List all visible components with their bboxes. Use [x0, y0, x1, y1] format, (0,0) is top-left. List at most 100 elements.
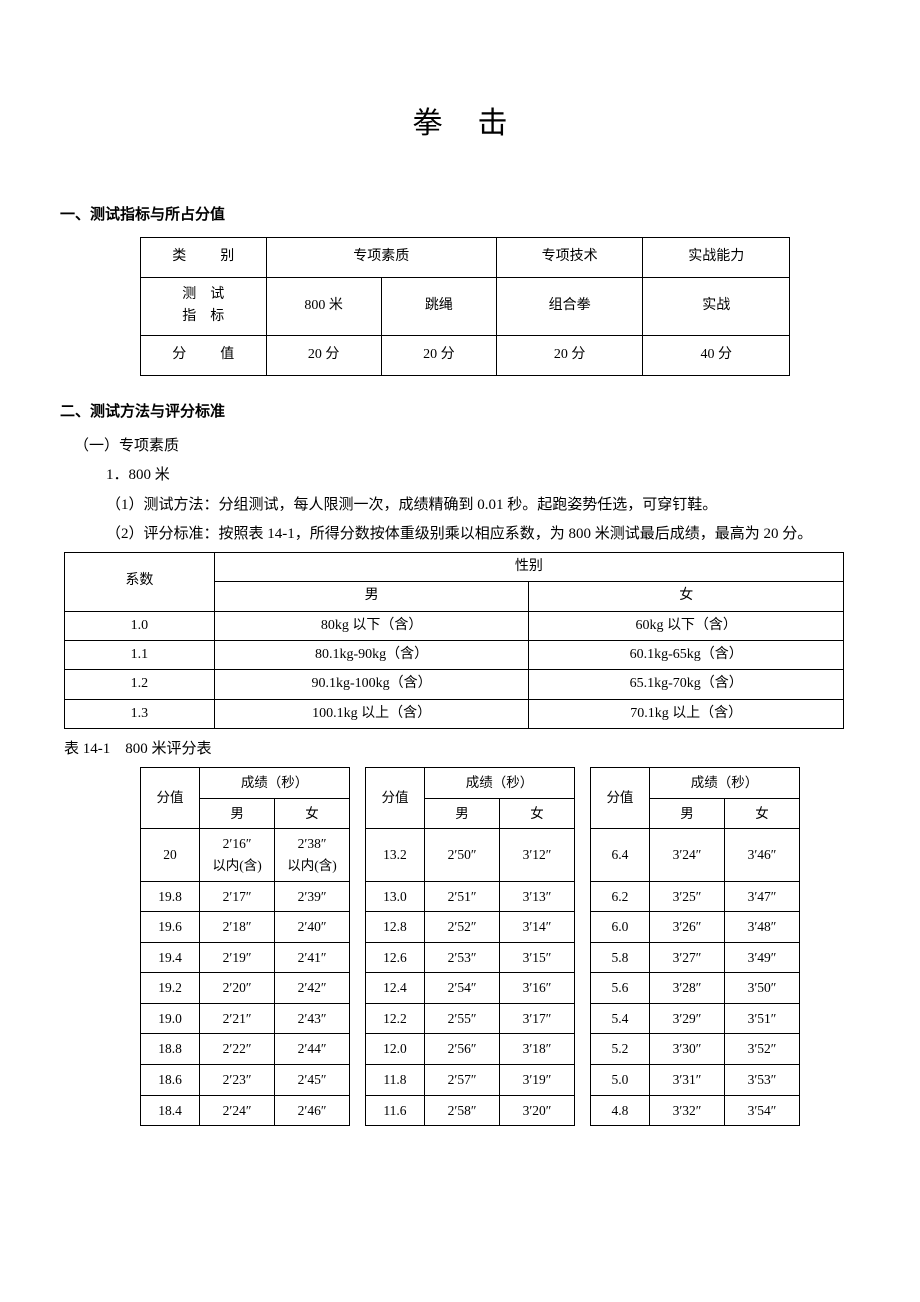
cell: 1.2	[65, 670, 215, 699]
cell: 6.4	[590, 829, 649, 881]
cell: 分值	[590, 768, 649, 829]
cell: 男	[200, 798, 275, 829]
cell: 分值	[141, 768, 200, 829]
cell: 2′18″	[200, 912, 275, 943]
gap	[350, 1034, 366, 1065]
gap	[350, 1095, 366, 1126]
txt: 分 值	[162, 347, 244, 362]
cell: 2′54″	[425, 973, 500, 1004]
page-title: 拳击	[60, 100, 860, 148]
cell: 2′39″	[275, 881, 350, 912]
cell: 5.2	[590, 1034, 649, 1065]
cell: 5.8	[590, 942, 649, 973]
cell: 2′21″	[200, 1003, 275, 1034]
cell: 800 米	[266, 278, 381, 336]
cell-score-label: 分 值	[141, 335, 267, 375]
cell: 12.4	[365, 973, 424, 1004]
cell: 2′22″	[200, 1034, 275, 1065]
cell: 3′15″	[500, 942, 575, 973]
cell: 5.0	[590, 1065, 649, 1096]
cell: 19.8	[141, 881, 200, 912]
cell: 80kg 以下（含）	[214, 611, 529, 640]
cell: 20 分	[496, 335, 643, 375]
cell-indicator-label: 测 试指 标	[141, 278, 267, 336]
cell: 5.6	[590, 973, 649, 1004]
cell: 65.1kg-70kg（含）	[529, 670, 844, 699]
cell: 40 分	[643, 335, 790, 375]
cell: 3′20″	[500, 1095, 575, 1126]
cell: 3′12″	[500, 829, 575, 881]
section-1-heading: 一、测试指标与所占分值	[60, 203, 860, 227]
gap	[575, 768, 591, 829]
cell: 12.6	[365, 942, 424, 973]
cell: 20	[141, 829, 200, 881]
gap	[350, 829, 366, 881]
cell: 3′25″	[649, 881, 724, 912]
cell: 2′51″	[425, 881, 500, 912]
gap	[350, 912, 366, 943]
item-label: 1．800 米	[60, 463, 860, 489]
cell: 男	[649, 798, 724, 829]
score-table: 分值 成绩（秒） 分值 成绩（秒） 分值 成绩（秒） 男 女 男 女 男 女 2…	[140, 767, 800, 1126]
cell: 2′50″	[425, 829, 500, 881]
cell: 2′17″	[200, 881, 275, 912]
cell: 20 分	[266, 335, 381, 375]
cell: 女	[275, 798, 350, 829]
cell: 18.6	[141, 1065, 200, 1096]
gap	[350, 1065, 366, 1096]
cell: 90.1kg-100kg（含）	[214, 670, 529, 699]
gap	[350, 973, 366, 1004]
cell: 3′53″	[724, 1065, 799, 1096]
cell: 跳绳	[381, 278, 496, 336]
cell: 2′55″	[425, 1003, 500, 1034]
cell: 男	[425, 798, 500, 829]
cell: 2′38″以内(含)	[275, 829, 350, 881]
cell: 1.1	[65, 640, 215, 669]
cell: 2′43″	[275, 1003, 350, 1034]
gap	[575, 973, 591, 1004]
cell: 女	[724, 798, 799, 829]
cell: 60kg 以下（含）	[529, 611, 844, 640]
cell: 3′51″	[724, 1003, 799, 1034]
cell: 13.0	[365, 881, 424, 912]
section-2-heading: 二、测试方法与评分标准	[60, 400, 860, 424]
cell: 3′24″	[649, 829, 724, 881]
cell: 男	[214, 582, 529, 611]
table-caption: 表 14-1 800 米评分表	[64, 737, 860, 761]
cell: 2′24″	[200, 1095, 275, 1126]
cell: 3′52″	[724, 1034, 799, 1065]
gap	[350, 881, 366, 912]
cell: 实战	[643, 278, 790, 336]
gap	[575, 1095, 591, 1126]
cell: 13.2	[365, 829, 424, 881]
cell: 19.2	[141, 973, 200, 1004]
cell: 60.1kg-65kg（含）	[529, 640, 844, 669]
cell: 20 分	[381, 335, 496, 375]
cell-category-label: 类 别	[141, 238, 267, 278]
gap	[575, 881, 591, 912]
cell: 成绩（秒）	[649, 768, 799, 799]
cell: 80.1kg-90kg（含）	[214, 640, 529, 669]
cell: 11.8	[365, 1065, 424, 1096]
cell: 2′23″	[200, 1065, 275, 1096]
cell: 12.8	[365, 912, 424, 943]
indicator-table: 类 别 专项素质 专项技术 实战能力 测 试指 标 800 米 跳绳 组合拳 实…	[140, 237, 790, 376]
cell: 70.1kg 以上（含）	[529, 699, 844, 728]
cell: 分值	[365, 768, 424, 829]
cell: 2′45″	[275, 1065, 350, 1096]
cell: 3′29″	[649, 1003, 724, 1034]
cell: 实战能力	[643, 238, 790, 278]
cell: 1.0	[65, 611, 215, 640]
cell: 3′14″	[500, 912, 575, 943]
cell: 100.1kg 以上（含）	[214, 699, 529, 728]
cell: 1.3	[65, 699, 215, 728]
cell: 2′52″	[425, 912, 500, 943]
cell: 2′16″以内(含)	[200, 829, 275, 881]
cell: 性别	[214, 552, 843, 581]
cell: 6.2	[590, 881, 649, 912]
cell: 3′32″	[649, 1095, 724, 1126]
cell: 19.0	[141, 1003, 200, 1034]
subsection-label: （一）专项素质	[60, 434, 860, 460]
cell: 3′30″	[649, 1034, 724, 1065]
cell: 3′28″	[649, 973, 724, 1004]
